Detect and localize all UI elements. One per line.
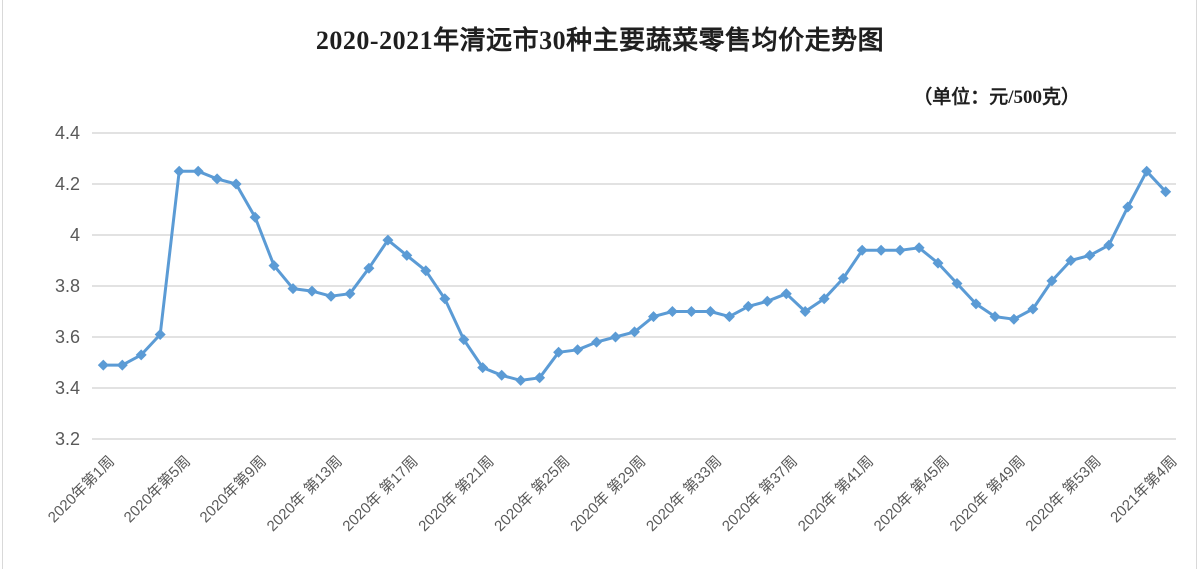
data-point [439, 293, 451, 305]
data-point [477, 362, 489, 374]
data-point [1160, 186, 1172, 198]
data-point [496, 369, 508, 381]
y-tick-label: 3.8 [55, 276, 80, 296]
y-tick-label: 3.6 [55, 327, 80, 347]
data-point [1046, 275, 1058, 287]
data-point [799, 306, 811, 317]
data-point [1027, 303, 1039, 315]
x-tick-label: 2020年第9周 [196, 452, 270, 526]
data-point [610, 331, 621, 343]
data-point [287, 283, 299, 295]
data-point [951, 278, 963, 289]
data-point [97, 359, 109, 371]
data-point [135, 349, 147, 361]
x-tick-label: 2020年 第53周 [1022, 452, 1105, 535]
data-point [1141, 165, 1153, 177]
data-point [780, 288, 792, 300]
x-tick-label: 2020年 第37周 [718, 452, 801, 535]
data-point [932, 257, 944, 269]
data-point [249, 211, 261, 223]
data-point [192, 165, 204, 177]
data-point [723, 311, 735, 323]
data-point [761, 295, 773, 307]
data-point [572, 344, 584, 356]
x-tick-label: 2020年 第13周 [263, 452, 346, 535]
x-tick-label: 2020年 第41周 [794, 452, 877, 535]
x-tick-label: 2020年 第33周 [642, 452, 725, 535]
data-point [989, 311, 1001, 323]
data-point [648, 311, 659, 323]
data-point [894, 244, 906, 256]
x-tick-label: 2020年 第25周 [491, 452, 574, 535]
data-point [666, 306, 678, 317]
data-point [591, 336, 603, 348]
data-point [970, 298, 982, 310]
x-tick-label: 2020年第5周 [120, 452, 194, 526]
data-point [515, 374, 527, 386]
x-tick-label: 2020年第1周 [44, 452, 118, 526]
y-tick-label: 4.4 [55, 123, 80, 143]
data-point [230, 178, 242, 190]
gridlines [92, 132, 1176, 440]
data-point [818, 293, 830, 305]
data-point [306, 285, 318, 297]
data-point [913, 242, 925, 254]
data-point [1008, 313, 1020, 325]
x-tick-label: 2020年 第29周 [566, 452, 649, 535]
x-tick-label: 2020年 第49周 [946, 452, 1029, 535]
data-point [629, 326, 640, 338]
data-point [704, 306, 716, 317]
data-point [344, 288, 356, 300]
data-point [553, 346, 565, 358]
data-point [534, 372, 546, 384]
data-point [1065, 255, 1077, 266]
frame-line-right [1196, 0, 1197, 569]
data-point [1103, 239, 1115, 251]
x-tick-label: 2020年 第21周 [415, 452, 498, 535]
data-point [211, 173, 223, 185]
unit-label: （单位：元/500克） [913, 87, 1080, 108]
data-point [116, 359, 128, 371]
data-point [173, 165, 185, 177]
price-line [101, 169, 1168, 382]
y-tick-label: 3.4 [55, 378, 80, 398]
data-point [154, 329, 166, 340]
data-point [382, 234, 394, 246]
x-tick-label: 2020年 第17周 [339, 452, 422, 535]
data-point [401, 249, 413, 261]
data-point [1084, 249, 1096, 261]
data-point [325, 290, 337, 302]
frame-line-left [2, 0, 3, 569]
x-tick-label: 2020年 第45周 [870, 452, 953, 535]
data-point [837, 272, 849, 284]
data-point [420, 265, 432, 277]
data-point [1122, 201, 1134, 213]
y-tick-label: 3.2 [55, 429, 80, 449]
data-point-markers [97, 165, 1172, 386]
y-axis-labels: 3.2 3.4 3.6 3.8 4 4.2 4.4 [55, 123, 80, 449]
chart-title: 2020-2021年清远市30种主要蔬菜零售均价走势图 [315, 26, 885, 55]
data-point [875, 244, 887, 256]
data-point [363, 262, 375, 274]
data-point [742, 300, 754, 312]
y-tick-label: 4.2 [55, 174, 80, 194]
data-point [268, 260, 280, 272]
x-tick-label: 2021年第4周 [1106, 452, 1180, 526]
y-tick-label: 4 [70, 225, 80, 245]
data-point [458, 334, 470, 346]
data-point [856, 244, 868, 256]
data-point [685, 306, 697, 317]
